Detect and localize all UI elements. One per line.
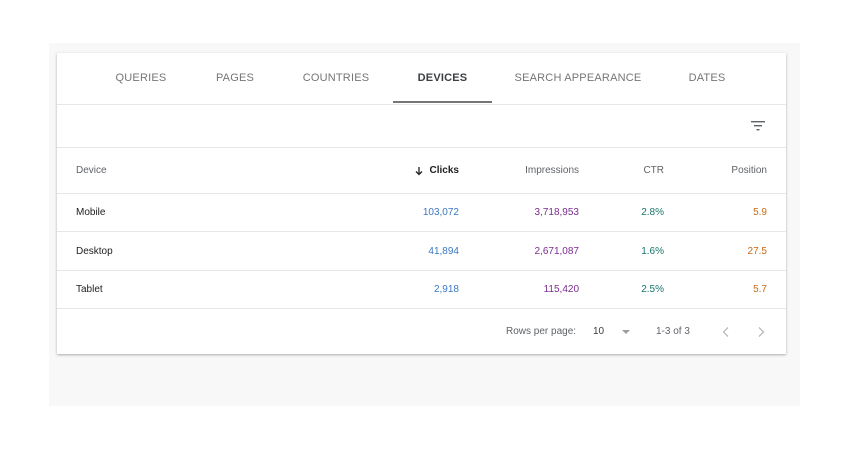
chevron-left-icon bbox=[722, 326, 729, 337]
cell-clicks: 2,918 bbox=[433, 283, 459, 295]
cell-position: 27.5 bbox=[747, 245, 767, 257]
column-header-clicks-label: Clicks bbox=[429, 165, 459, 176]
tab-countries[interactable]: COUNTRIES bbox=[302, 72, 370, 84]
cell-device: Desktop bbox=[76, 245, 113, 257]
tab-search-appearance[interactable]: SEARCH APPEARANCE bbox=[514, 72, 642, 84]
column-header-position[interactable]: Position bbox=[731, 165, 767, 176]
tab-dates[interactable]: DATES bbox=[688, 72, 726, 84]
column-header-clicks[interactable]: Clicks bbox=[414, 148, 459, 193]
pagination-range: 1-3 of 3 bbox=[656, 326, 690, 337]
cell-position: 5.9 bbox=[753, 206, 767, 218]
cell-device: Tablet bbox=[76, 283, 103, 295]
filter-bar bbox=[57, 105, 786, 148]
cell-clicks: 41,894 bbox=[428, 245, 459, 257]
cell-impressions: 115,420 bbox=[543, 283, 579, 295]
tab-devices[interactable]: DEVICES bbox=[417, 72, 468, 84]
active-tab-indicator bbox=[393, 101, 492, 103]
previous-page-button[interactable] bbox=[716, 309, 736, 354]
cell-impressions: 3,718,953 bbox=[534, 206, 580, 218]
cell-ctr: 2.5% bbox=[641, 283, 664, 295]
next-page-button[interactable] bbox=[751, 309, 771, 354]
performance-table-card: QUERIES PAGES COUNTRIES DEVICES SEARCH A… bbox=[57, 53, 786, 354]
cell-impressions: 2,671,087 bbox=[534, 245, 580, 257]
table-row[interactable]: Mobile 103,072 3,718,953 2.8% 5.9 bbox=[57, 193, 786, 232]
rows-per-page-value: 10 bbox=[593, 326, 605, 337]
column-header-ctr[interactable]: CTR bbox=[643, 165, 664, 176]
tab-pages[interactable]: PAGES bbox=[215, 72, 255, 84]
table-header-row: Device Clicks Impressions CTR Position bbox=[57, 148, 786, 194]
column-header-impressions[interactable]: Impressions bbox=[525, 165, 579, 176]
dimension-tabs: QUERIES PAGES COUNTRIES DEVICES SEARCH A… bbox=[57, 53, 786, 105]
filter-icon bbox=[751, 121, 765, 131]
tab-queries[interactable]: QUERIES bbox=[115, 72, 167, 84]
table-pagination: Rows per page: 10 1-3 of 3 bbox=[57, 309, 786, 354]
cell-ctr: 2.8% bbox=[641, 206, 664, 218]
rows-per-page-select[interactable]: 10 bbox=[593, 309, 631, 354]
cell-position: 5.7 bbox=[753, 283, 767, 295]
chevron-right-icon bbox=[758, 326, 765, 337]
table-row[interactable]: Tablet 2,918 115,420 2.5% 5.7 bbox=[57, 270, 786, 309]
filter-button[interactable] bbox=[748, 116, 768, 136]
cell-clicks: 103,072 bbox=[422, 206, 459, 218]
table-row[interactable]: Desktop 41,894 2,671,087 1.6% 27.5 bbox=[57, 232, 786, 271]
cell-device: Mobile bbox=[76, 206, 106, 218]
column-header-device[interactable]: Device bbox=[76, 165, 107, 176]
arrow-down-icon bbox=[415, 166, 422, 175]
dropdown-caret-icon bbox=[622, 329, 631, 334]
rows-per-page-label: Rows per page: bbox=[506, 326, 577, 337]
cell-ctr: 1.6% bbox=[641, 245, 664, 257]
